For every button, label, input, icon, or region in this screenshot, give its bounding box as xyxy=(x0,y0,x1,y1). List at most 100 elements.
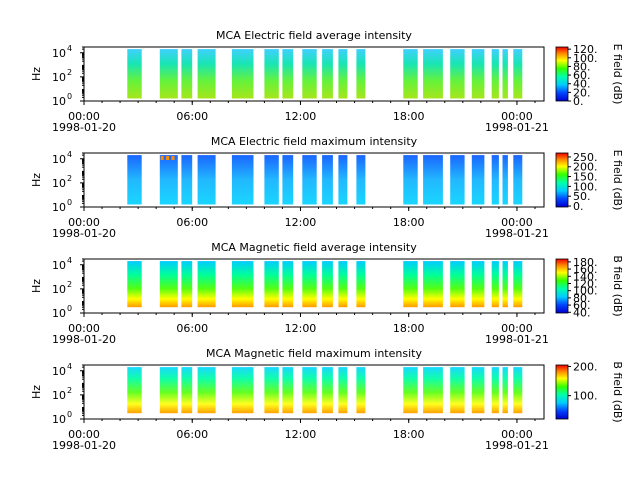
y-tick-label: 10 xyxy=(52,307,66,320)
spectrogram-block xyxy=(338,367,348,414)
spectrogram-block xyxy=(197,367,216,414)
spectrogram-block xyxy=(127,49,142,99)
x-date-label-start: 1998-01-20 xyxy=(52,227,116,240)
x-tick-label: 06:00 xyxy=(176,428,208,441)
spectrogram-block xyxy=(127,155,142,205)
spectrogram-block xyxy=(282,155,294,205)
x-date-label-end: 1998-01-21 xyxy=(485,439,549,452)
spectrogram-block xyxy=(423,155,443,205)
colorbar-label: E field (dB) xyxy=(611,44,624,105)
spectrogram-block xyxy=(282,49,294,99)
spectrogram-block xyxy=(322,367,333,414)
spectrogram-block xyxy=(513,367,523,414)
x-tick-label: 00:00 xyxy=(68,322,100,335)
spectrogram-block xyxy=(450,367,465,414)
y-tick-label: 10 xyxy=(52,389,66,402)
spectrogram-block xyxy=(491,49,499,99)
spectrogram-block xyxy=(502,261,508,308)
spectrogram-block xyxy=(513,155,523,205)
spectrogram-block xyxy=(491,367,499,414)
colorbar-label: B field (dB) xyxy=(611,361,624,422)
x-tick-label: 12:00 xyxy=(285,216,317,229)
x-tick-label: 00:00 xyxy=(68,428,100,441)
plot-frame xyxy=(83,46,545,102)
chart-title: MCA Electric field average intensity xyxy=(216,29,412,42)
y-tick-label: 10 xyxy=(52,201,66,214)
colorbar-tick-label: 180. xyxy=(573,256,598,269)
y-tick-exponent: 2 xyxy=(67,174,72,183)
colorbar-tick-label: 100. xyxy=(573,180,598,193)
spectrogram-block xyxy=(159,261,178,308)
x-tick-label: 00:00 xyxy=(68,216,100,229)
x-tick-label: 12:00 xyxy=(285,322,317,335)
y-tick-exponent: 4 xyxy=(67,150,72,159)
colorbar-label: B field (dB) xyxy=(611,255,624,316)
spectrogram-block xyxy=(356,261,366,308)
chart-panel-3: MCA Magnetic field average intensity Hz 10… xyxy=(30,241,624,346)
colorbar-tick-label: 200. xyxy=(573,161,598,174)
spectrogram-block xyxy=(302,261,317,308)
spectrogram-block xyxy=(231,367,254,414)
spectrogram-block xyxy=(450,49,465,99)
y-tick-exponent: 4 xyxy=(67,44,72,53)
colorbar-tick-label: 140. xyxy=(573,270,598,283)
colorbar-tick-label: 50. xyxy=(573,190,591,203)
spectrogram-block xyxy=(423,367,443,414)
spectrogram-block xyxy=(127,261,142,308)
spectrogram-block xyxy=(502,367,508,414)
x-tick-label: 00:00 xyxy=(501,216,533,229)
y-axis-label: Hz xyxy=(30,173,43,187)
y-tick-label: 10 xyxy=(52,259,66,272)
y-tick-exponent: 2 xyxy=(67,68,72,77)
y-tick-label: 10 xyxy=(52,153,66,166)
colorbar-tick-label: 120. xyxy=(573,277,598,290)
spectrogram-block xyxy=(471,367,485,414)
colorbar-tick-label: 120. xyxy=(573,43,598,56)
colorbar-tick-label: 40. xyxy=(573,306,591,319)
saturation-mark xyxy=(166,156,170,160)
spectrogram-block xyxy=(231,261,254,308)
spectrogram-block xyxy=(231,49,254,99)
plot-frame xyxy=(83,258,545,314)
spectrogram-block xyxy=(450,261,465,308)
chart-title: MCA Electric field maximum intensity xyxy=(211,135,418,148)
spectrogram-block xyxy=(181,49,193,99)
spectrogram-block xyxy=(197,155,216,205)
colorbar-tick-label: 100. xyxy=(573,52,598,65)
colorbar-tick-label: 200. xyxy=(573,360,598,373)
spectrogram-block xyxy=(264,49,279,99)
colorbar xyxy=(555,152,569,208)
x-tick-label: 12:00 xyxy=(285,110,317,123)
spectrogram-block xyxy=(513,261,523,308)
colorbar-tick-label: 0. xyxy=(573,95,584,108)
y-tick-label: 10 xyxy=(52,95,66,108)
colorbar-tick-label: 160. xyxy=(573,263,598,276)
spectrogram-block xyxy=(338,155,348,205)
spectrogram-block xyxy=(231,155,254,205)
spectrogram-block xyxy=(322,49,333,99)
colorbar xyxy=(555,258,569,314)
spectrogram-block xyxy=(423,261,443,308)
colorbar-tick-label: 250. xyxy=(573,151,598,164)
chart-title: MCA Magnetic field average intensity xyxy=(211,241,417,254)
colorbar-tick-label: 150. xyxy=(573,171,598,184)
spectrogram-block xyxy=(403,367,418,414)
spectrogram-block xyxy=(403,155,418,205)
spectrogram-block xyxy=(181,367,193,414)
spectrogram-block xyxy=(302,49,317,99)
y-tick-exponent: 0 xyxy=(67,92,72,101)
y-tick-exponent: 0 xyxy=(67,304,72,313)
spectrogram-block xyxy=(264,367,279,414)
spectrogram-block xyxy=(159,367,178,414)
spectrogram-block xyxy=(181,261,193,308)
plot-frame xyxy=(83,152,545,208)
colorbar-tick-label: 80. xyxy=(573,60,591,73)
y-tick-label: 10 xyxy=(52,283,66,296)
x-date-label-start: 1998-01-20 xyxy=(52,121,116,134)
spectrogram-block xyxy=(338,261,348,308)
y-tick-exponent: 2 xyxy=(67,386,72,395)
spectrogram-block xyxy=(356,49,366,99)
x-date-label-start: 1998-01-20 xyxy=(52,439,116,452)
y-tick-exponent: 4 xyxy=(67,256,72,265)
